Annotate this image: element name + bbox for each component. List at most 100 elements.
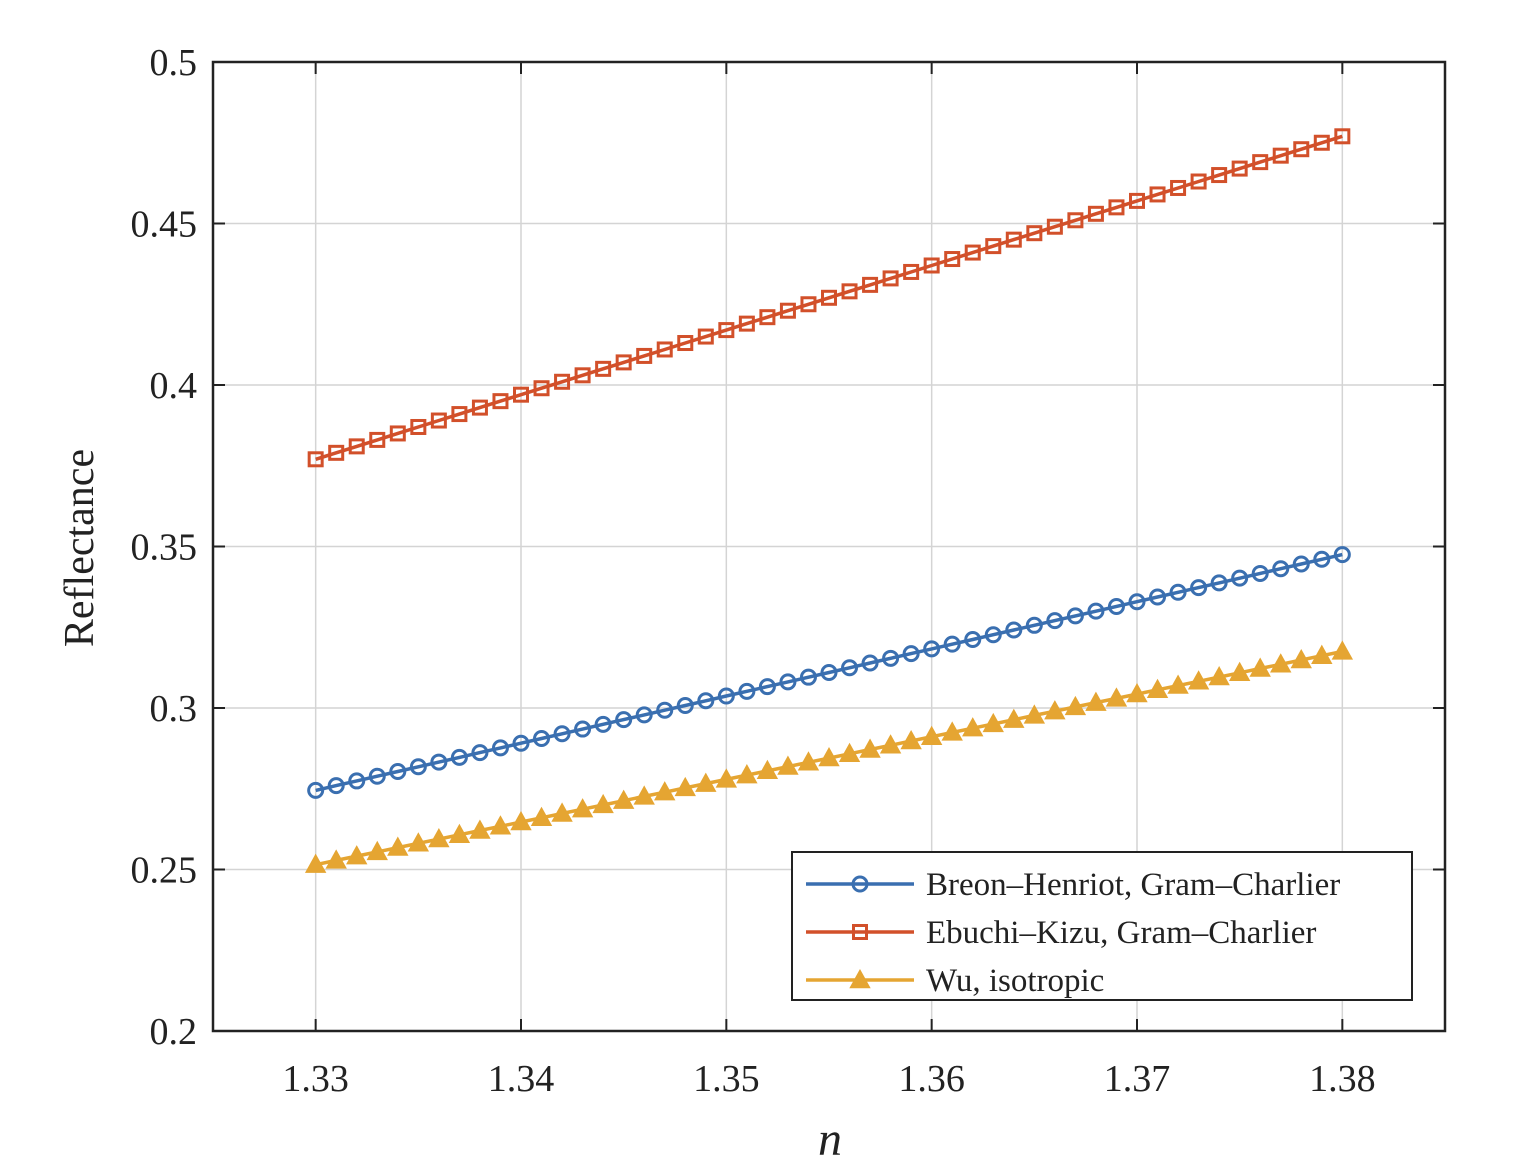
data-point xyxy=(800,296,817,313)
grid xyxy=(213,61,1445,1032)
data-point xyxy=(612,789,635,809)
legend-label: Wu, isotropic xyxy=(926,963,1104,999)
data-point xyxy=(1290,648,1312,669)
data-point xyxy=(799,668,817,686)
data-point xyxy=(656,341,673,358)
data-point xyxy=(633,785,655,805)
data-point xyxy=(1026,225,1043,242)
data-point xyxy=(451,406,468,423)
data-point xyxy=(1105,687,1128,707)
data-point xyxy=(1067,212,1084,229)
data-point xyxy=(1169,583,1187,601)
legend-entry: Breon–Henriot, Gram–Charlier xyxy=(806,867,1340,903)
data-point xyxy=(1249,657,1271,677)
data-point xyxy=(389,425,406,442)
data-point xyxy=(410,418,427,435)
data-point xyxy=(1334,128,1351,145)
data-point xyxy=(533,729,551,747)
data-point xyxy=(1187,670,1210,690)
data-point xyxy=(738,315,755,332)
data-point xyxy=(941,721,963,741)
data-point xyxy=(718,322,735,339)
data-point xyxy=(1087,205,1104,222)
data-point xyxy=(1272,560,1290,578)
data-point xyxy=(1313,134,1330,151)
data-point xyxy=(369,431,386,448)
data-point xyxy=(1208,665,1230,686)
data-point xyxy=(491,739,509,757)
data-point xyxy=(923,257,940,274)
data-point xyxy=(759,309,776,326)
x-tick-label: 1.33 xyxy=(282,1058,349,1100)
data-point xyxy=(471,744,489,762)
data-point xyxy=(1252,154,1269,171)
data-point xyxy=(1126,683,1148,703)
y-tick-label: 0.4 xyxy=(150,365,198,407)
data-point xyxy=(1087,602,1105,620)
data-point xyxy=(1003,708,1025,728)
data-point xyxy=(1108,199,1125,216)
ticks: 1.33 1.34 1.35 1.36 1.37 1.38 0.2 0.25 0.3 0.35 0.… xyxy=(131,42,1445,1100)
x-axis-title: n xyxy=(818,1113,842,1166)
data-point xyxy=(1066,607,1084,625)
legend-entry: Ebuchi–Kizu, Gram–Charlier xyxy=(806,915,1316,951)
x-tick-label: 1.34 xyxy=(488,1058,555,1100)
data-point xyxy=(674,776,696,797)
data-point xyxy=(1128,593,1146,611)
data-point xyxy=(944,251,961,268)
data-point xyxy=(307,781,325,799)
data-point xyxy=(407,832,430,852)
data-point xyxy=(635,706,653,724)
data-point xyxy=(879,734,902,754)
data-point xyxy=(738,682,756,700)
legend-label: Ebuchi–Kizu, Gram–Charlier xyxy=(926,915,1316,951)
data-point xyxy=(695,772,717,792)
legend-marker xyxy=(849,968,871,989)
data-point xyxy=(469,819,491,839)
x-tick-label: 1.37 xyxy=(1104,1058,1171,1100)
data-point xyxy=(982,712,1004,733)
data-point xyxy=(512,734,530,752)
data-point xyxy=(615,354,632,371)
series-triangle xyxy=(304,640,1354,873)
data-point xyxy=(492,393,509,410)
data-point xyxy=(697,328,714,345)
data-point xyxy=(615,711,633,729)
data-point xyxy=(902,645,920,663)
y-tick-label: 0.5 xyxy=(150,42,198,84)
data-point xyxy=(838,742,861,763)
data-point xyxy=(328,444,345,461)
data-point xyxy=(1292,555,1310,573)
data-point xyxy=(656,701,674,719)
data-point xyxy=(1023,704,1046,724)
data-point xyxy=(489,815,512,835)
data-point xyxy=(1190,173,1207,190)
data-point xyxy=(513,386,529,403)
data-point xyxy=(304,853,327,873)
data-point xyxy=(841,659,859,677)
data-point xyxy=(409,758,427,776)
data-point xyxy=(777,755,799,775)
data-point xyxy=(389,763,407,781)
data-point xyxy=(1044,700,1066,720)
data-point xyxy=(862,276,879,293)
legend: Breon–Henriot, Gram–Charlier Ebuchi–Kizu,… xyxy=(791,851,1413,1001)
legend-box xyxy=(791,851,1413,1001)
data-point xyxy=(962,717,984,737)
data-point xyxy=(533,380,550,397)
data-point xyxy=(1211,167,1228,184)
data-point xyxy=(1311,644,1333,664)
data-point xyxy=(327,777,345,795)
data-point xyxy=(1129,192,1145,209)
data-point xyxy=(430,412,447,429)
data-point xyxy=(1293,141,1310,158)
data-point xyxy=(510,810,532,831)
data-point xyxy=(697,692,715,710)
legend-marker xyxy=(852,924,868,940)
data-point xyxy=(574,720,592,738)
data-point xyxy=(1210,574,1228,592)
data-point xyxy=(348,438,365,455)
data-point xyxy=(964,630,982,648)
y-tick-label: 0.2 xyxy=(150,1011,198,1053)
